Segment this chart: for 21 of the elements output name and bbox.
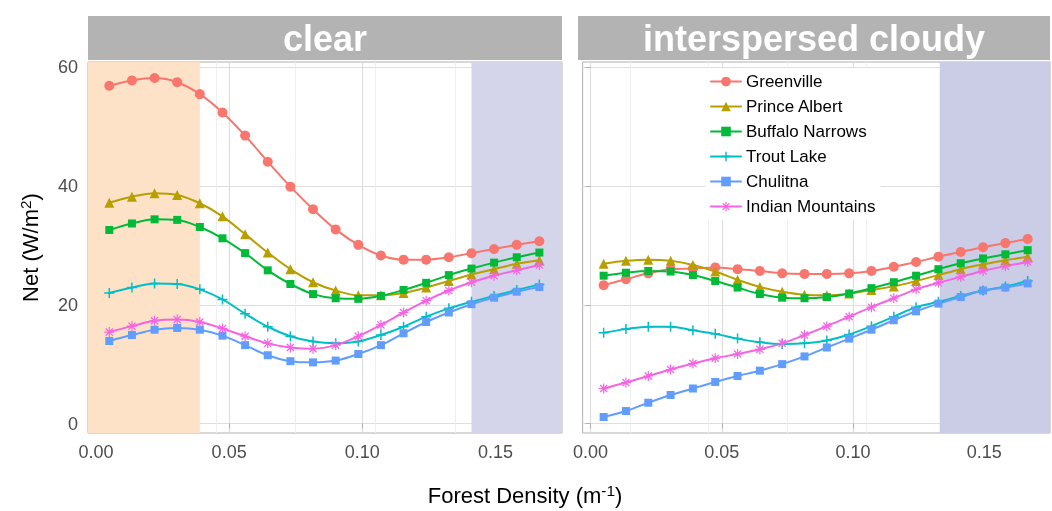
x-tick-label: 0.15	[966, 442, 1002, 462]
legend-label: Trout Lake	[746, 147, 827, 166]
x-tick-label: 0.05	[211, 442, 247, 462]
x-tick-label: 0.10	[835, 442, 871, 462]
y-axis-title: Net (W/m2)	[16, 193, 43, 302]
legend-label: Chulitna	[746, 172, 809, 191]
legend-label: Prince Albert	[746, 97, 843, 116]
x-tick-label: 0.00	[78, 442, 114, 462]
x-tick-label: 0.10	[344, 442, 380, 462]
x-tick-label: 0.00	[572, 442, 609, 462]
y-tick-label: 40	[57, 176, 78, 197]
y-tick-label: 20	[57, 294, 78, 315]
x-tick-label: 0.05	[704, 442, 740, 462]
y-tick-label: 0	[67, 413, 78, 434]
chart-title: interspersed cloudy	[642, 17, 986, 59]
y-tick-label: 60	[57, 57, 78, 78]
x-tick-label: 0.15	[477, 442, 513, 462]
chart-title: clear	[282, 17, 368, 59]
legend-label: Greenville	[746, 72, 823, 91]
legend-label: Buffalo Narrows	[746, 122, 867, 141]
legend-label: Indian Mountains	[746, 197, 876, 216]
